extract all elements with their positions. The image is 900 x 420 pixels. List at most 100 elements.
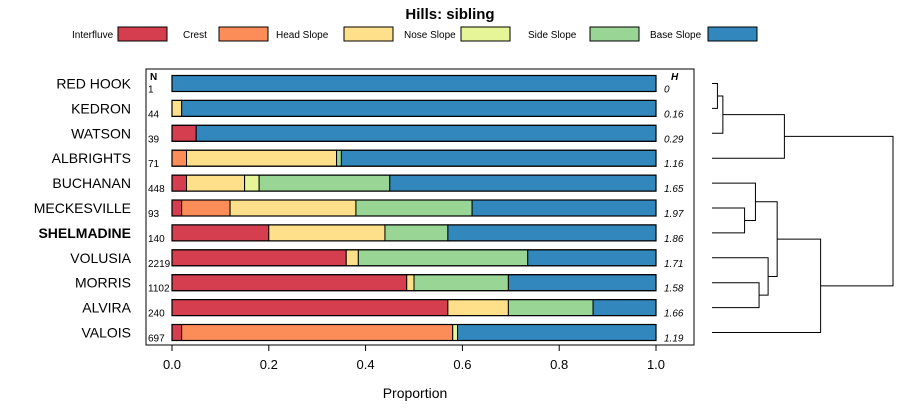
bar-shelmadine-head-slope: [268, 224, 386, 242]
bar-meckesville-interfluve: [171, 199, 183, 217]
bar-buchanan-side-slope: [258, 174, 391, 192]
row-label-kedron: KEDRON: [71, 100, 131, 116]
row-label-watson: WATSON: [71, 125, 131, 141]
bar-alvira-base-slope: [592, 299, 657, 317]
bar-albrights-head-slope: [186, 149, 338, 167]
n-value-meckesville: 93: [148, 209, 160, 220]
bar-outline-kedron: [171, 99, 657, 118]
bar-shelmadine-side-slope: [384, 224, 449, 242]
bar-volusia-interfluve: [171, 249, 347, 267]
bar-buchanan-nose-slope: [244, 174, 260, 192]
h-header: H: [671, 72, 679, 83]
bar-albrights-side-slope: [336, 149, 342, 167]
bar-valois-nose-slope: [452, 324, 459, 341]
bar-meckesville-side-slope: [355, 199, 473, 217]
bar-buchanan-head-slope: [186, 174, 246, 192]
legend-swatch-head-slope: [343, 26, 394, 42]
n-value-albrights: 71: [148, 159, 160, 170]
n-value-volusia: 2219: [148, 259, 171, 270]
h-value-kedron: 0.16: [664, 109, 684, 120]
legend-label-head-slope: Head Slope: [276, 30, 329, 41]
row-label-red-hook: RED HOOK: [56, 76, 131, 92]
dendrogram-link-9: [784, 135, 894, 287]
bar-outline-albrights: [171, 149, 657, 167]
x-tick-label-0: 0.0: [163, 357, 181, 372]
bar-shelmadine-interfluve: [171, 224, 270, 242]
bar-buchanan-interfluve: [171, 174, 188, 192]
bar-outline-red-hook: [171, 74, 657, 93]
x-axis-label: Proportion: [383, 385, 448, 401]
h-labels: 0 0.16 0.29 1.16 1.65 1.97 1.86 1.71 1.58 1.66 1.1…: [664, 85, 684, 345]
bar-outline-alvira: [171, 299, 657, 317]
bar-watson-base-slope: [195, 124, 657, 142]
row-label-albrights: ALBRIGHTS: [52, 150, 131, 166]
legend-swatch-interfluve: [117, 26, 168, 42]
dendrogram-link-0: [712, 83, 718, 109]
plot-area: [145, 68, 695, 346]
bar-alvira-head-slope: [447, 299, 509, 317]
n-header: N: [150, 72, 157, 83]
dendrogram-link-7: [755, 201, 778, 277]
bar-outline-meckesville: [171, 199, 657, 217]
row-label-volusia: VOLUSIA: [70, 250, 131, 266]
bar-alvira-side-slope: [507, 299, 594, 317]
bar-meckesville-crest: [181, 199, 231, 217]
bar-albrights-crest: [171, 149, 188, 167]
bar-valois-base-slope: [457, 324, 657, 341]
n-labels: 1 44 39 71 448 93 140 2219 1102 240 697: [148, 85, 171, 345]
dendrogram: [712, 83, 894, 333]
h-value-red-hook: 0: [664, 85, 670, 96]
chart-title: Hills: sibling: [405, 6, 494, 23]
bar-outline-shelmadine: [171, 224, 657, 242]
bar-volusia-head-slope: [345, 249, 359, 267]
legend-label-nose-slope: Nose Slope: [404, 30, 456, 41]
bar-meckesville-head-slope: [229, 199, 357, 217]
legend-label-crest: Crest: [183, 30, 207, 41]
h-value-shelmadine: 1.86: [664, 234, 684, 245]
h-value-watson: 0.29: [664, 134, 684, 145]
legend-label-base-slope: Base Slope: [650, 30, 702, 41]
x-axis: 0.0 0.2 0.4 0.6 0.8 1.0: [163, 345, 665, 372]
legend-swatch-base-slope: [707, 26, 758, 42]
x-tick-label-5: 1.0: [647, 357, 665, 372]
h-value-buchanan: 1.65: [664, 184, 684, 195]
dendrogram-link-8: [712, 238, 822, 333]
row-label-alvira: ALVIRA: [82, 300, 131, 316]
h-value-valois: 1.19: [664, 334, 684, 345]
bar-shelmadine-base-slope: [447, 224, 657, 242]
bar-outline-buchanan: [171, 174, 657, 192]
bar-kedron-base-slope: [181, 99, 657, 117]
bar-valois-crest: [181, 324, 454, 341]
dendrogram-link-3: [712, 207, 746, 234]
row-label-meckesville: MECKESVILLE: [34, 200, 131, 216]
row-label-morris: MORRIS: [75, 275, 131, 291]
n-value-shelmadine: 140: [148, 234, 165, 245]
bar-watson-interfluve: [171, 124, 197, 142]
row-label-valois: VALOIS: [81, 325, 131, 341]
bar-valois-interfluve: [171, 324, 183, 341]
bar-meckesville-base-slope: [471, 199, 657, 217]
row-labels: RED HOOK KEDRON WATSON ALBRIGHTS BUCHANAN MEC…: [34, 76, 132, 341]
bar-outline-valois: [171, 323, 657, 342]
legend-swatch-crest: [218, 26, 269, 42]
bar-volusia-base-slope: [527, 249, 657, 267]
h-value-albrights: 1.16: [664, 159, 684, 170]
h-value-volusia: 1.71: [664, 259, 683, 270]
legend-swatch-nose-slope: [460, 26, 511, 42]
bar-outline-volusia: [171, 249, 657, 267]
x-tick-label-1: 0.2: [260, 357, 278, 372]
legend: Interfluve Crest Head Slope Nose Slope Side …: [72, 26, 758, 42]
n-value-morris: 1102: [148, 284, 170, 295]
bars: [171, 74, 657, 342]
x-tick-label-3: 0.6: [453, 357, 471, 372]
bar-alvira-interfluve: [171, 299, 449, 317]
dendrogram-link-5: [712, 282, 760, 309]
bar-buchanan-base-slope: [389, 174, 657, 192]
h-value-meckesville: 1.97: [664, 209, 684, 220]
bar-kedron-head-slope: [171, 99, 183, 117]
n-value-kedron: 44: [148, 109, 160, 120]
n-value-red-hook: 1: [148, 85, 154, 96]
bar-morris-base-slope: [507, 274, 657, 292]
x-tick-label-4: 0.8: [550, 357, 568, 372]
